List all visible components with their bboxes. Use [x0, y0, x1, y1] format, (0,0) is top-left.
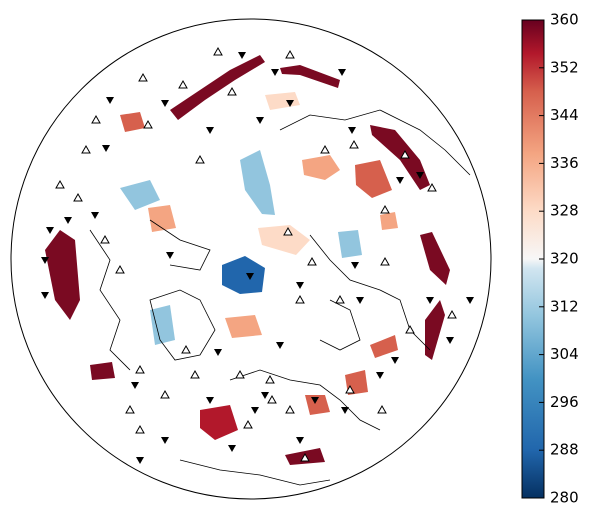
- station-up: [267, 394, 277, 404]
- station-down: [396, 177, 404, 184]
- station-down: [466, 297, 474, 304]
- station-up: [81, 144, 91, 154]
- station-down: [64, 217, 72, 224]
- station-down: [161, 100, 169, 107]
- station-up: [115, 264, 125, 274]
- station-up: [320, 144, 330, 154]
- station-down: [131, 382, 139, 389]
- station-up: [285, 49, 295, 59]
- station-up: [178, 79, 188, 89]
- station-down: [271, 69, 279, 76]
- station-up: [135, 364, 145, 374]
- station-down: [251, 407, 259, 414]
- station-down: [338, 69, 346, 76]
- field-blobs: [45, 55, 450, 465]
- station-up: [213, 46, 223, 56]
- station-up: [73, 192, 83, 202]
- colorbar-ticks: 280 288 296 304 312 320 328 336 344 352 360: [539, 11, 579, 507]
- colorbar-tick-label: 312: [550, 297, 579, 315]
- station-up: [405, 324, 415, 334]
- station-down: [41, 292, 49, 299]
- station-up: [243, 419, 253, 429]
- station-down: [91, 212, 99, 219]
- station-down: [136, 457, 144, 464]
- station-down: [348, 127, 356, 134]
- colorbar-tick-label: 280: [550, 489, 579, 507]
- station-down: [391, 357, 399, 364]
- station-down: [296, 282, 304, 289]
- station-down: [341, 407, 349, 414]
- station-up: [427, 182, 437, 192]
- station-up: [377, 404, 387, 414]
- station-up: [235, 369, 245, 379]
- station-markers: [41, 46, 474, 464]
- colorbar-tick-label: 304: [550, 345, 579, 363]
- colorbar-tick-label: 288: [550, 441, 579, 459]
- map-boundary: [10, 18, 492, 500]
- station-down: [106, 97, 114, 104]
- station-up: [143, 119, 153, 129]
- station-down: [356, 297, 364, 304]
- station-down: [261, 392, 269, 399]
- station-down: [166, 252, 174, 259]
- colorbar-tick-label: 360: [550, 11, 579, 29]
- colorbar-tick-label: 320: [550, 250, 579, 268]
- station-up: [195, 154, 205, 164]
- station-down: [426, 297, 434, 304]
- station-down: [246, 273, 254, 280]
- station-up: [125, 404, 135, 414]
- station-up: [138, 72, 148, 82]
- station-up: [135, 424, 145, 434]
- station-down: [256, 117, 264, 124]
- station-up: [283, 226, 293, 236]
- coastlines: [89, 109, 471, 486]
- station-up: [91, 114, 101, 124]
- station-up: [400, 149, 410, 159]
- station-down: [286, 100, 294, 107]
- station-up: [345, 384, 355, 394]
- station-up: [160, 389, 170, 399]
- station-down: [238, 52, 246, 59]
- station-up: [380, 256, 390, 266]
- station-up: [380, 204, 390, 214]
- station-down: [311, 397, 319, 404]
- station-up: [335, 294, 345, 304]
- station-down: [416, 172, 424, 179]
- station-down: [351, 262, 359, 269]
- station-up: [285, 404, 295, 414]
- station-down: [376, 372, 384, 379]
- station-down: [102, 145, 110, 152]
- station-down: [228, 445, 236, 452]
- station-up: [190, 369, 200, 379]
- station-down: [41, 257, 49, 264]
- station-up: [349, 139, 359, 149]
- station-up: [300, 452, 310, 462]
- station-up: [265, 374, 275, 384]
- colorbar-tick-label: 352: [550, 58, 579, 76]
- colorbar-tick-label: 328: [550, 202, 579, 220]
- colorbar-tick-label: 344: [550, 106, 579, 124]
- colorbar-tick-label: 336: [550, 154, 579, 172]
- station-down: [296, 437, 304, 444]
- station-up: [295, 294, 305, 304]
- station-up: [100, 234, 110, 244]
- station-up: [55, 179, 65, 189]
- station-down: [161, 437, 169, 444]
- colorbar-tick-label: 296: [550, 393, 579, 411]
- station-down: [206, 127, 214, 134]
- station-down: [46, 227, 54, 234]
- station-down: [276, 342, 284, 349]
- station-up: [181, 344, 191, 354]
- station-up: [227, 86, 237, 96]
- station-up: [307, 256, 317, 266]
- station-down: [206, 397, 214, 404]
- station-down: [446, 337, 454, 344]
- station-up: [447, 309, 457, 319]
- station-down: [214, 349, 222, 356]
